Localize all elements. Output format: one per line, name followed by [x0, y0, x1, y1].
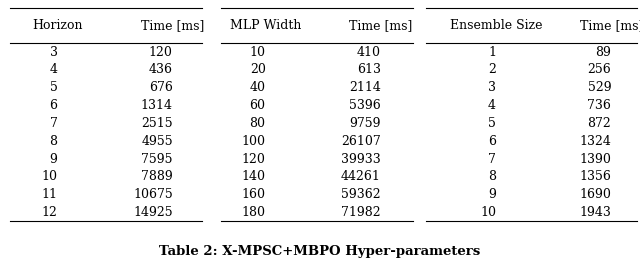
- Text: 5: 5: [488, 117, 496, 130]
- Text: 12: 12: [42, 206, 58, 219]
- Text: 4: 4: [488, 99, 496, 112]
- Text: 7: 7: [488, 153, 496, 166]
- Text: 60: 60: [250, 99, 266, 112]
- Text: 2114: 2114: [349, 81, 381, 94]
- Text: 160: 160: [241, 188, 266, 201]
- Text: 180: 180: [241, 206, 266, 219]
- Text: Time [ms]: Time [ms]: [579, 19, 640, 32]
- Text: 26107: 26107: [341, 135, 381, 148]
- Text: 1943: 1943: [579, 206, 611, 219]
- Text: Time [ms]: Time [ms]: [141, 19, 205, 32]
- Text: 140: 140: [241, 170, 266, 183]
- Text: 736: 736: [588, 99, 611, 112]
- Text: 436: 436: [149, 63, 173, 76]
- Text: 1: 1: [488, 46, 496, 59]
- Text: 10675: 10675: [133, 188, 173, 201]
- Text: 3: 3: [50, 46, 58, 59]
- Text: Horizon: Horizon: [33, 19, 83, 32]
- Text: 14925: 14925: [133, 206, 173, 219]
- Text: 7889: 7889: [141, 170, 173, 183]
- Text: 100: 100: [241, 135, 266, 148]
- Text: 10: 10: [480, 206, 496, 219]
- Text: 1356: 1356: [579, 170, 611, 183]
- Text: 410: 410: [357, 46, 381, 59]
- Text: 89: 89: [595, 46, 611, 59]
- Text: 80: 80: [250, 117, 266, 130]
- Text: 1314: 1314: [141, 99, 173, 112]
- Text: 1690: 1690: [579, 188, 611, 201]
- Text: 120: 120: [242, 153, 266, 166]
- Text: 613: 613: [357, 63, 381, 76]
- Text: 8: 8: [488, 170, 496, 183]
- Text: 7: 7: [50, 117, 58, 130]
- Text: 59362: 59362: [341, 188, 381, 201]
- Text: 10: 10: [42, 170, 58, 183]
- Text: 20: 20: [250, 63, 266, 76]
- Text: Table 2: X-MPSC+MBPO Hyper-parameters: Table 2: X-MPSC+MBPO Hyper-parameters: [159, 245, 481, 258]
- Text: 6: 6: [50, 99, 58, 112]
- Text: Time [ms]: Time [ms]: [349, 19, 413, 32]
- Text: 1390: 1390: [579, 153, 611, 166]
- Text: 40: 40: [250, 81, 266, 94]
- Text: 5396: 5396: [349, 99, 381, 112]
- Text: 8: 8: [50, 135, 58, 148]
- Text: 1324: 1324: [579, 135, 611, 148]
- Text: MLP Width: MLP Width: [230, 19, 301, 32]
- Text: 11: 11: [42, 188, 58, 201]
- Text: 7595: 7595: [141, 153, 173, 166]
- Text: 9759: 9759: [349, 117, 381, 130]
- Text: 676: 676: [149, 81, 173, 94]
- Text: 3: 3: [488, 81, 496, 94]
- Text: 2515: 2515: [141, 117, 173, 130]
- Text: 2: 2: [488, 63, 496, 76]
- Text: 256: 256: [588, 63, 611, 76]
- Text: 529: 529: [588, 81, 611, 94]
- Text: 5: 5: [50, 81, 58, 94]
- Text: 39933: 39933: [341, 153, 381, 166]
- Text: 120: 120: [149, 46, 173, 59]
- Text: 4955: 4955: [141, 135, 173, 148]
- Text: 872: 872: [588, 117, 611, 130]
- Text: 9: 9: [50, 153, 58, 166]
- Text: 71982: 71982: [341, 206, 381, 219]
- Text: 4: 4: [50, 63, 58, 76]
- Text: 9: 9: [488, 188, 496, 201]
- Text: 10: 10: [250, 46, 266, 59]
- Text: 6: 6: [488, 135, 496, 148]
- Text: Ensemble Size: Ensemble Size: [450, 19, 542, 32]
- Text: 44261: 44261: [341, 170, 381, 183]
